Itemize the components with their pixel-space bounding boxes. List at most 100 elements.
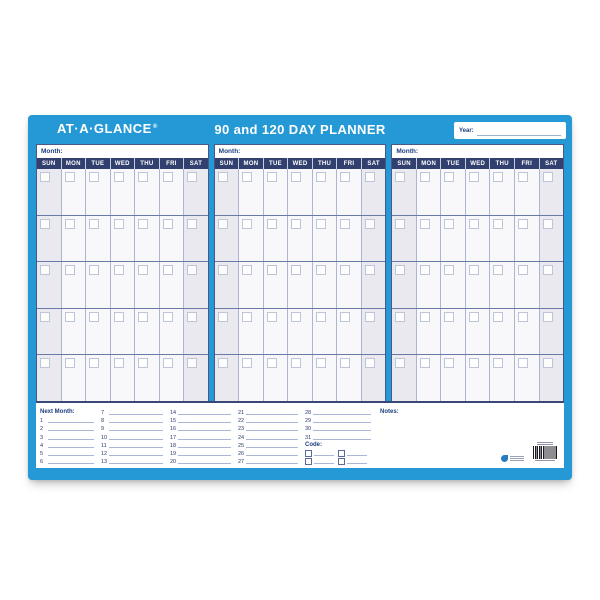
write-in-line[interactable] bbox=[178, 462, 231, 465]
day-cell[interactable] bbox=[336, 355, 361, 401]
day-cell[interactable] bbox=[134, 169, 159, 215]
day-cell[interactable] bbox=[37, 169, 61, 215]
day-cell[interactable] bbox=[538, 262, 564, 308]
date-number-box[interactable] bbox=[64, 358, 75, 369]
day-cell[interactable] bbox=[489, 169, 514, 215]
date-number-box[interactable] bbox=[315, 265, 326, 276]
day-cell[interactable] bbox=[360, 215, 386, 262]
write-in-line[interactable] bbox=[347, 454, 367, 457]
date-number-box[interactable] bbox=[217, 218, 228, 229]
day-cell[interactable] bbox=[214, 355, 239, 401]
date-number-box[interactable] bbox=[40, 358, 50, 369]
day-cell[interactable] bbox=[37, 355, 61, 401]
date-number-box[interactable] bbox=[518, 358, 528, 369]
date-number-box[interactable] bbox=[187, 358, 198, 369]
write-in-line[interactable] bbox=[178, 429, 231, 432]
day-cell[interactable] bbox=[158, 215, 184, 262]
day-cell[interactable] bbox=[464, 355, 490, 401]
date-number-box[interactable] bbox=[187, 265, 198, 276]
day-cell[interactable] bbox=[440, 262, 465, 308]
day-cell[interactable] bbox=[262, 262, 288, 308]
day-cell[interactable] bbox=[60, 169, 86, 215]
write-in-line[interactable] bbox=[313, 438, 371, 440]
date-number-box[interactable] bbox=[291, 265, 302, 276]
date-number-box[interactable] bbox=[364, 172, 375, 182]
day-cell[interactable] bbox=[440, 169, 465, 215]
date-number-box[interactable] bbox=[242, 218, 253, 229]
date-number-box[interactable] bbox=[242, 311, 253, 322]
date-number-box[interactable] bbox=[340, 265, 351, 276]
date-number-box[interactable] bbox=[340, 172, 351, 182]
write-in-line[interactable] bbox=[109, 429, 163, 432]
day-cell[interactable] bbox=[311, 308, 337, 355]
date-number-box[interactable] bbox=[266, 172, 277, 182]
write-in-line[interactable] bbox=[313, 429, 371, 432]
day-cell[interactable] bbox=[238, 262, 263, 308]
date-number-box[interactable] bbox=[468, 358, 479, 369]
day-cell[interactable] bbox=[183, 215, 208, 262]
day-cell[interactable] bbox=[336, 308, 361, 355]
day-cell[interactable] bbox=[287, 308, 312, 355]
day-cell[interactable] bbox=[336, 169, 361, 215]
day-cell[interactable] bbox=[158, 355, 184, 401]
day-cell[interactable] bbox=[238, 355, 263, 401]
day-cell[interactable] bbox=[360, 355, 386, 401]
write-in-line[interactable] bbox=[246, 429, 298, 432]
day-cell[interactable] bbox=[134, 355, 159, 401]
day-cell[interactable] bbox=[37, 215, 61, 262]
date-number-box[interactable] bbox=[291, 358, 302, 369]
date-number-box[interactable] bbox=[162, 265, 173, 276]
date-number-box[interactable] bbox=[518, 311, 528, 322]
write-in-line[interactable] bbox=[109, 446, 163, 448]
day-cell[interactable] bbox=[60, 308, 86, 355]
write-in-line[interactable] bbox=[109, 438, 163, 440]
day-cell[interactable] bbox=[287, 355, 312, 401]
date-number-box[interactable] bbox=[266, 265, 277, 276]
date-number-box[interactable] bbox=[444, 358, 455, 369]
date-number-box[interactable] bbox=[419, 358, 430, 369]
day-cell[interactable] bbox=[85, 169, 110, 215]
day-cell[interactable] bbox=[514, 355, 539, 401]
code-checkbox[interactable] bbox=[305, 449, 312, 457]
date-number-box[interactable] bbox=[340, 311, 351, 322]
date-number-box[interactable] bbox=[242, 265, 253, 276]
date-number-box[interactable] bbox=[542, 358, 553, 369]
day-cell[interactable] bbox=[311, 355, 337, 401]
day-cell[interactable] bbox=[415, 262, 441, 308]
date-number-box[interactable] bbox=[340, 218, 351, 229]
day-cell[interactable] bbox=[214, 169, 239, 215]
date-number-box[interactable] bbox=[364, 265, 375, 276]
date-number-box[interactable] bbox=[542, 265, 553, 276]
date-number-box[interactable] bbox=[291, 311, 302, 322]
date-number-box[interactable] bbox=[419, 172, 430, 182]
day-cell[interactable] bbox=[514, 262, 539, 308]
write-in-line[interactable] bbox=[178, 413, 231, 415]
write-in-line[interactable] bbox=[109, 421, 163, 424]
date-number-box[interactable] bbox=[113, 358, 124, 369]
write-in-line[interactable] bbox=[246, 454, 298, 457]
date-number-box[interactable] bbox=[217, 358, 228, 369]
date-number-box[interactable] bbox=[315, 311, 326, 322]
write-in-line[interactable] bbox=[178, 446, 231, 448]
date-number-box[interactable] bbox=[64, 265, 75, 276]
date-number-box[interactable] bbox=[64, 218, 75, 229]
year-write-in-line[interactable] bbox=[476, 126, 561, 136]
date-number-box[interactable] bbox=[364, 311, 375, 322]
date-number-box[interactable] bbox=[89, 265, 100, 276]
day-cell[interactable] bbox=[109, 169, 135, 215]
date-number-box[interactable] bbox=[217, 265, 228, 276]
date-number-box[interactable] bbox=[266, 311, 277, 322]
day-cell[interactable] bbox=[336, 262, 361, 308]
date-number-box[interactable] bbox=[315, 172, 326, 182]
date-number-box[interactable] bbox=[395, 311, 406, 322]
date-number-box[interactable] bbox=[468, 265, 479, 276]
date-number-box[interactable] bbox=[493, 172, 504, 182]
month-label-row[interactable]: Month: bbox=[214, 145, 386, 158]
day-cell[interactable] bbox=[514, 308, 539, 355]
write-in-line[interactable] bbox=[178, 438, 231, 440]
write-in-line[interactable] bbox=[109, 413, 163, 415]
date-number-box[interactable] bbox=[217, 172, 228, 182]
day-cell[interactable] bbox=[415, 355, 441, 401]
date-number-box[interactable] bbox=[113, 172, 124, 182]
day-cell[interactable] bbox=[262, 169, 288, 215]
